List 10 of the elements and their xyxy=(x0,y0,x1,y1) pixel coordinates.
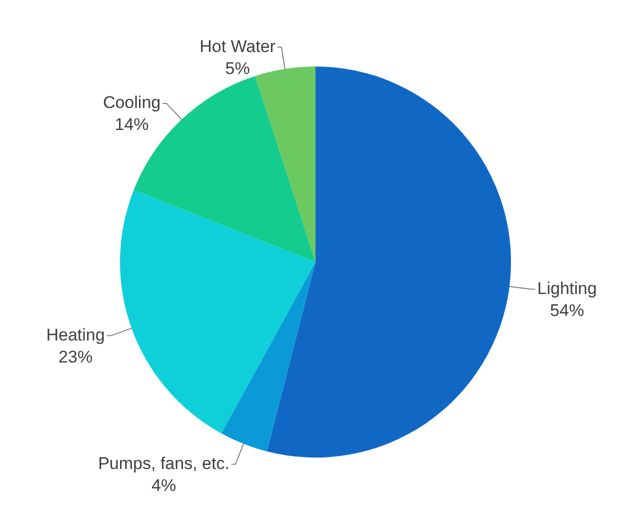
data-label: 5% xyxy=(225,58,250,78)
slice-label: Heating xyxy=(46,325,105,344)
data-label: 54% xyxy=(550,300,584,320)
data-label: 4% xyxy=(151,476,176,495)
slice-label: Lighting xyxy=(537,278,597,298)
data-label: 23% xyxy=(58,347,93,366)
slice-label: Pumps, fans, etc. xyxy=(98,454,230,473)
data-label: 14% xyxy=(114,115,149,134)
slice-label: Hot Water xyxy=(200,36,276,56)
slice-label: Cooling xyxy=(102,93,161,112)
